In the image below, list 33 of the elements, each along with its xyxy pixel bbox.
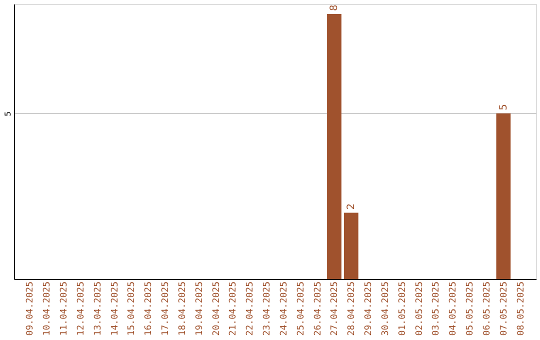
x-tick-label: 23.04.2025 bbox=[262, 282, 273, 336]
x-tick-label: 01.05.2025 bbox=[398, 282, 408, 336]
x-tick-label: 11.04.2025 bbox=[59, 282, 70, 336]
x-tick-label: 27.04.2025 bbox=[330, 282, 340, 336]
data-label: 5 bbox=[498, 104, 510, 110]
x-tick-label: 29.04.2025 bbox=[364, 282, 374, 336]
x-tick-label: 24.04.2025 bbox=[279, 282, 290, 336]
x-tick-label: 17.04.2025 bbox=[161, 282, 172, 336]
x-tick-label: 10.04.2025 bbox=[42, 282, 53, 336]
x-tick-label: 06.05.2025 bbox=[482, 282, 493, 336]
x-tick-label: 16.04.2025 bbox=[144, 282, 154, 336]
x-tick-label: 05.05.2025 bbox=[466, 282, 476, 336]
x-tick-label: 08.05.2025 bbox=[516, 282, 526, 336]
x-tick-label: 20.04.2025 bbox=[212, 282, 222, 336]
x-tick-label: 18.04.2025 bbox=[178, 282, 188, 336]
x-tick-label: 07.05.2025 bbox=[499, 282, 510, 336]
x-tick-label: 02.05.2025 bbox=[414, 282, 425, 336]
x-tick-label: 03.05.2025 bbox=[432, 282, 442, 336]
x-tick-label: 30.04.2025 bbox=[380, 282, 391, 336]
x-tick-label: 13.04.2025 bbox=[93, 282, 104, 336]
x-tick-label: 21.04.2025 bbox=[228, 282, 239, 336]
x-tick-label: 14.04.2025 bbox=[110, 282, 120, 336]
data-label: 2 bbox=[346, 203, 358, 210]
x-tick-label: 12.04.2025 bbox=[76, 282, 86, 336]
x-tick-label: 28.04.2025 bbox=[347, 282, 358, 336]
x-tick-label: 15.04.2025 bbox=[127, 282, 138, 336]
x-tick-label: 19.04.2025 bbox=[194, 282, 205, 336]
data-label: 8 bbox=[329, 4, 340, 11]
x-tick-label: 04.05.2025 bbox=[448, 282, 459, 336]
x-tick-label: 22.04.2025 bbox=[246, 282, 256, 336]
x-tick-label: 26.04.2025 bbox=[313, 282, 324, 336]
x-tick-label: 09.04.2025 bbox=[26, 282, 36, 336]
x-tick-label: 25.04.2025 bbox=[296, 282, 306, 336]
